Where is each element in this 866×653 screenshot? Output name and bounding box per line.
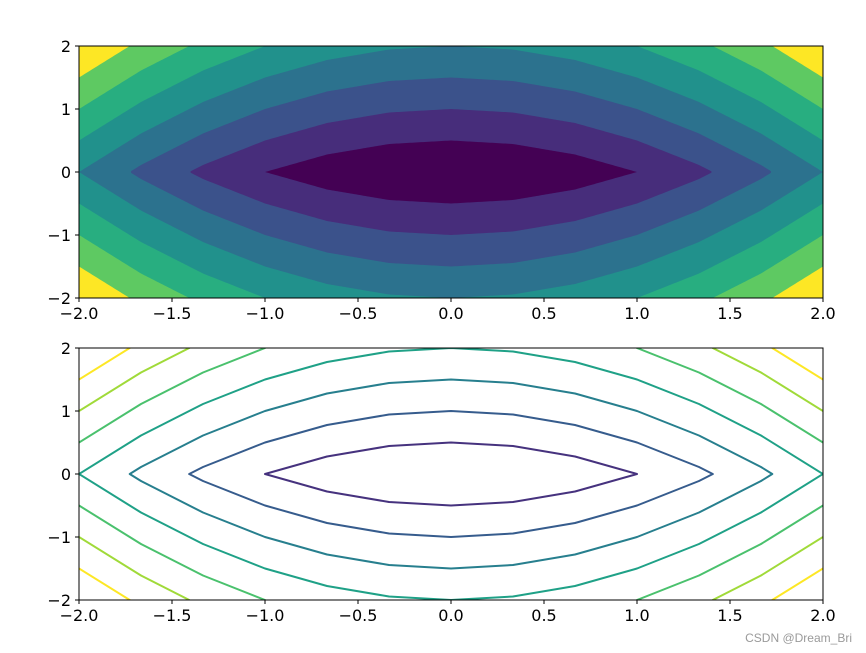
x-tick-label: 1.0 xyxy=(624,606,649,625)
x-tick-label: 2.0 xyxy=(810,304,835,323)
y-tick-label: 1 xyxy=(61,100,71,119)
y-tick-label: 2 xyxy=(61,339,71,358)
x-tick-label: −2.0 xyxy=(60,304,99,323)
y-tick-label: −2 xyxy=(47,289,71,308)
y-tick-label: 0 xyxy=(61,465,71,484)
contour-line xyxy=(128,378,774,570)
x-tick-label: −0.5 xyxy=(339,304,378,323)
x-tick-label: 0.5 xyxy=(531,304,556,323)
x-tick-label: 0.0 xyxy=(438,606,463,625)
y-tick-label: 2 xyxy=(61,37,71,56)
x-tick-label: −1.0 xyxy=(246,304,285,323)
x-tick-label: 0.5 xyxy=(531,606,556,625)
y-tick-label: −2 xyxy=(47,591,71,610)
contour-line xyxy=(79,348,823,600)
contour-line xyxy=(264,441,638,507)
y-tick-label: 0 xyxy=(61,163,71,182)
x-tick-label: 2.0 xyxy=(810,606,835,625)
contour-line xyxy=(79,348,823,600)
x-tick-label: −1.5 xyxy=(153,606,192,625)
x-tick-label: 0.0 xyxy=(438,304,463,323)
y-tick-label: −1 xyxy=(47,226,71,245)
x-tick-label: −1.0 xyxy=(246,606,285,625)
contour-band xyxy=(265,140,637,204)
filled-contour-axes: −2.0 −1.5 −1.0 −0.5 0.0 0.5 1.0 1.5 2.0 −2 −1 0 1 2 xyxy=(47,37,835,323)
y-tick-label: 1 xyxy=(61,402,71,421)
contour-line xyxy=(188,410,714,538)
contour-line xyxy=(79,348,823,600)
x-tick-label: 1.5 xyxy=(717,304,742,323)
x-tick-label: −2.0 xyxy=(60,606,99,625)
watermark: CSDN @Dream_Bri xyxy=(745,631,852,645)
x-tick-label: 1.5 xyxy=(717,606,742,625)
x-tick-label: −1.5 xyxy=(153,304,192,323)
line-contour-axes: −2.0 −1.5 −1.0 −0.5 0.0 0.5 1.0 1.5 2.0 −2 −1 0 1 2 xyxy=(47,339,835,625)
y-tick-label: −1 xyxy=(47,528,71,547)
contour-line xyxy=(79,348,823,600)
x-tick-label: −0.5 xyxy=(339,606,378,625)
x-tick-label: 1.0 xyxy=(624,304,649,323)
